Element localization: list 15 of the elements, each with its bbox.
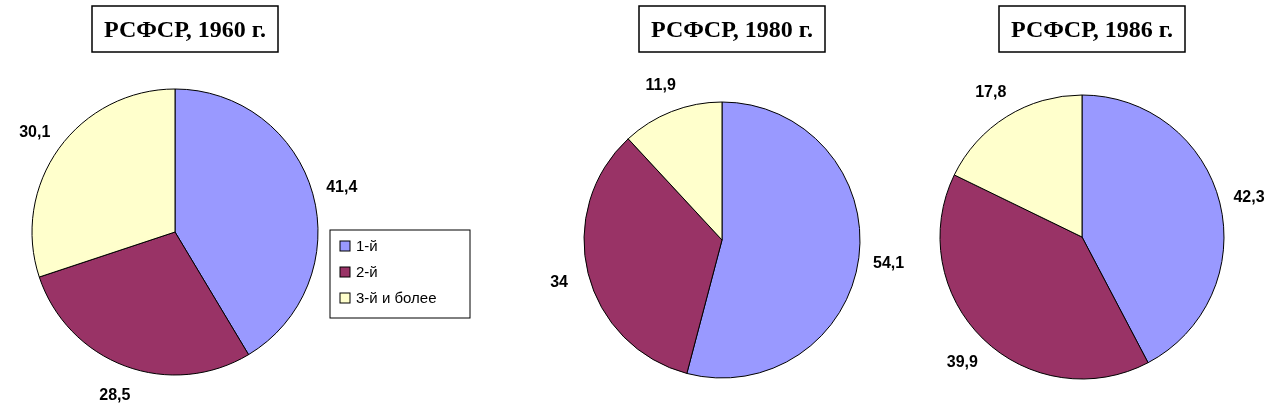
data-label: 34 <box>550 272 569 290</box>
data-label: 41,4 <box>326 177 358 195</box>
legend-label: 2-й <box>356 263 378 280</box>
data-label: 11,9 <box>645 75 676 93</box>
chart-title: РСФСР, 1960 г. <box>103 16 267 42</box>
data-label: 39,9 <box>946 352 978 370</box>
chart-title: РСФСР, 1980 г. <box>650 16 814 42</box>
legend-label: 1-й <box>356 237 378 254</box>
legend-label: 3-й и более <box>356 289 437 306</box>
data-label: 17,8 <box>975 83 1007 101</box>
data-label: 54,1 <box>873 253 905 271</box>
data-label: 42,3 <box>1233 187 1265 205</box>
data-label: 30,1 <box>19 122 51 140</box>
data-label: 28,5 <box>99 386 131 404</box>
chart-title: РСФСР, 1986 г. <box>1010 16 1174 42</box>
